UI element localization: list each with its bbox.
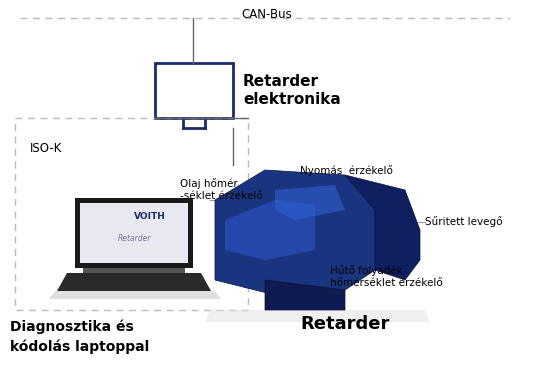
Text: Sűritett levegő: Sűritett levegő bbox=[425, 217, 502, 227]
Text: Nyomás  érzékelő: Nyomás érzékelő bbox=[300, 165, 393, 176]
Text: VOITH: VOITH bbox=[134, 212, 166, 221]
Polygon shape bbox=[205, 310, 430, 322]
Text: CAN-Bus: CAN-Bus bbox=[241, 8, 293, 21]
Bar bbox=[15, 118, 248, 310]
Text: ISO-K: ISO-K bbox=[30, 141, 62, 154]
Text: Retarder: Retarder bbox=[300, 315, 389, 333]
Polygon shape bbox=[49, 291, 221, 299]
Polygon shape bbox=[225, 200, 315, 260]
Text: Olaj hőmér
-séklet érzékelő: Olaj hőmér -séklet érzékelő bbox=[180, 178, 263, 201]
Polygon shape bbox=[215, 170, 375, 295]
Polygon shape bbox=[275, 185, 345, 220]
Text: Hűtő folyadék
hőmérséklet érzékelő: Hűtő folyadék hőmérséklet érzékelő bbox=[330, 265, 443, 288]
Bar bbox=[155, 63, 233, 118]
Polygon shape bbox=[265, 280, 345, 310]
Text: Retarder
elektronika: Retarder elektronika bbox=[243, 74, 341, 107]
Polygon shape bbox=[345, 175, 420, 280]
Text: Retarder: Retarder bbox=[118, 233, 152, 242]
Bar bbox=[83, 268, 185, 273]
Text: Diagnosztika és
kódolás laptoppal: Diagnosztika és kódolás laptoppal bbox=[10, 320, 149, 353]
Bar bbox=[75, 198, 193, 268]
Polygon shape bbox=[57, 273, 211, 291]
Bar bbox=[80, 203, 188, 263]
